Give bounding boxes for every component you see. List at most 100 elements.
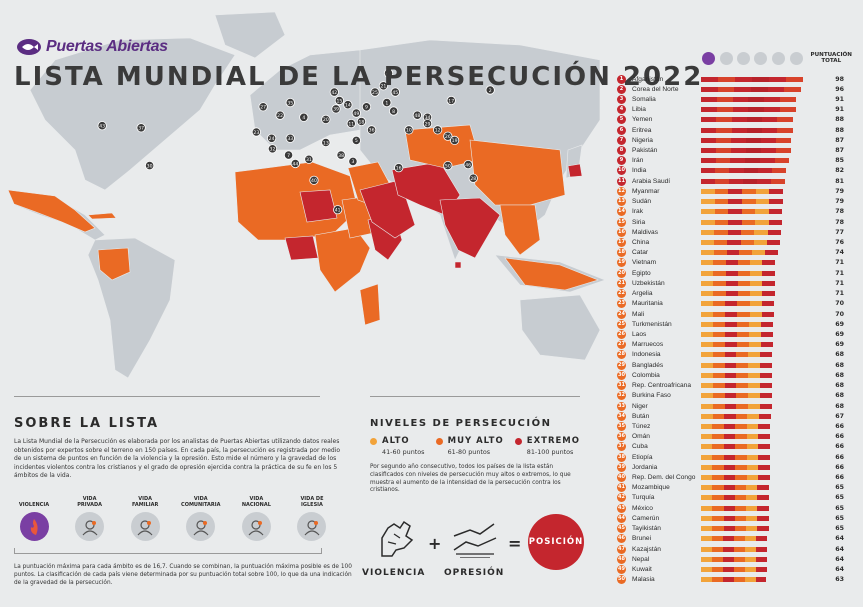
country-name: Bután <box>632 412 650 420</box>
total-score: 71 <box>835 259 844 267</box>
region-india <box>439 197 501 259</box>
level-dot <box>435 437 443 445</box>
country-name: China <box>632 239 650 246</box>
rank-number: 23 <box>617 299 626 309</box>
ranking-row: 6 Eritrea 88 <box>617 125 863 135</box>
map-marker: 45 <box>390 87 400 97</box>
total-score: 88 <box>835 116 844 124</box>
formula-equals: = <box>508 534 523 553</box>
country-name: México <box>632 504 653 512</box>
ranking-row: 4 Libia 91 <box>617 105 863 115</box>
level-label: MUY ALTO <box>447 436 504 446</box>
score-footnote: La puntuación máxima para cada ámbito es… <box>14 564 352 586</box>
rank-number: 10 <box>617 166 626 176</box>
rank-number: 11 <box>617 176 626 186</box>
marker-rank: 44 <box>292 161 298 167</box>
position-circle: POSICIÓN <box>528 514 584 570</box>
total-score: 69 <box>835 341 844 349</box>
score-bar <box>701 178 786 184</box>
marker-rank: 27 <box>260 105 266 111</box>
score-bar <box>701 127 793 133</box>
total-score: 65 <box>835 494 844 502</box>
rank-number: 48 <box>617 554 626 564</box>
country-name: Sudán <box>632 198 652 206</box>
score-bar <box>701 577 767 583</box>
rank-number: 33 <box>617 401 626 411</box>
ranking-row: 26 Laos 69 <box>617 329 863 339</box>
marker-rank: 2 <box>489 88 492 94</box>
marker-rank: 7 <box>287 153 290 159</box>
marker-dot <box>450 135 460 145</box>
marker-dot <box>258 102 268 112</box>
rank-number: 17 <box>617 238 626 247</box>
ranking-row: 47 Kazajstán 64 <box>617 544 863 554</box>
total-score: 79 <box>835 187 844 195</box>
private-life-icon <box>75 512 105 541</box>
ranking-row: 42 Turquía 65 <box>617 493 863 503</box>
national-life-mini-icon <box>772 52 785 65</box>
rank-number: 32 <box>617 391 626 401</box>
community-life-icon <box>186 512 216 541</box>
marker-dot <box>285 98 295 108</box>
marker-rank: 49 <box>353 111 359 117</box>
ranking-header: PUNTUACIÓN TOTAL <box>700 50 860 74</box>
ranking-row: 35 Túnez 66 <box>617 421 863 431</box>
country-name: Cuba <box>632 443 648 451</box>
ranking-row: 10 India 82 <box>617 166 863 176</box>
level-dot <box>370 437 377 445</box>
sphere-label: VIDA DE IGLESIA <box>300 495 324 508</box>
marker-rank: 31 <box>306 157 312 163</box>
country-name: Nigeria <box>632 136 653 144</box>
rank-number: 2 <box>617 84 626 94</box>
country-name: Vietnam <box>632 259 657 267</box>
map-marker: 27 <box>258 102 268 112</box>
country-name: Etiopía <box>632 453 653 461</box>
score-bar <box>701 229 782 235</box>
ranking-row: 21 Uzbekistán 71 <box>617 278 863 288</box>
rank-number: 22 <box>617 289 626 299</box>
violence-mini-icon <box>702 52 715 65</box>
total-score: 69 <box>835 330 844 338</box>
total-score: 79 <box>835 198 844 206</box>
ranking-row: 34 Bután 67 <box>617 411 863 421</box>
formula-oppression-label: OPRESIÓN <box>444 568 505 578</box>
marker-rank: 5 <box>355 138 358 144</box>
score-bar <box>701 331 773 337</box>
ranking-row: 11 Arabia Saudí 81 <box>617 176 863 186</box>
rank-number: 28 <box>617 350 626 360</box>
ranking-row: 43 México 65 <box>617 503 863 513</box>
ranking-row: 16 Maldivas 77 <box>617 227 863 237</box>
sphere-national-life: VIDA NACIONAL <box>230 490 282 541</box>
region-libya <box>299 189 338 223</box>
map-marker: 46 <box>463 159 473 170</box>
total-score: 98 <box>835 75 844 83</box>
score-bar <box>701 260 775 266</box>
marker-dot <box>378 81 389 91</box>
total-score: 65 <box>835 514 844 522</box>
marker-dot <box>343 100 353 110</box>
rank-number: 18 <box>617 248 626 258</box>
total-score: 63 <box>835 576 844 584</box>
score-bar <box>701 148 792 154</box>
map-marker: 11 <box>346 119 356 129</box>
rank-number: 30 <box>617 370 626 380</box>
score-bar <box>701 291 775 297</box>
sphere-label: VIDA NACIONAL <box>241 495 271 508</box>
ranking-row: 2 Corea del Norte 96 <box>617 84 863 94</box>
total-score: 70 <box>835 300 844 308</box>
marker-dot <box>267 133 277 143</box>
map-marker: 43 <box>97 121 107 131</box>
marker-rank: 37 <box>138 126 144 132</box>
marker-dot <box>304 154 314 164</box>
marker-rank: 35 <box>287 100 293 106</box>
total-score: 96 <box>835 85 844 93</box>
marker-dot <box>145 161 155 171</box>
levels-text: Por segundo año consecutivo, todos los p… <box>370 464 571 494</box>
rank-number: 13 <box>617 197 626 207</box>
country-name: Yemen <box>632 116 653 124</box>
marker-rank: 3 <box>351 159 354 165</box>
map-marker: 18 <box>356 116 367 127</box>
ranking-row: 3 Somalia 91 <box>617 94 863 104</box>
marker-rank: 21 <box>381 84 387 90</box>
sphere-violence: VIOLENCIA <box>8 490 60 541</box>
